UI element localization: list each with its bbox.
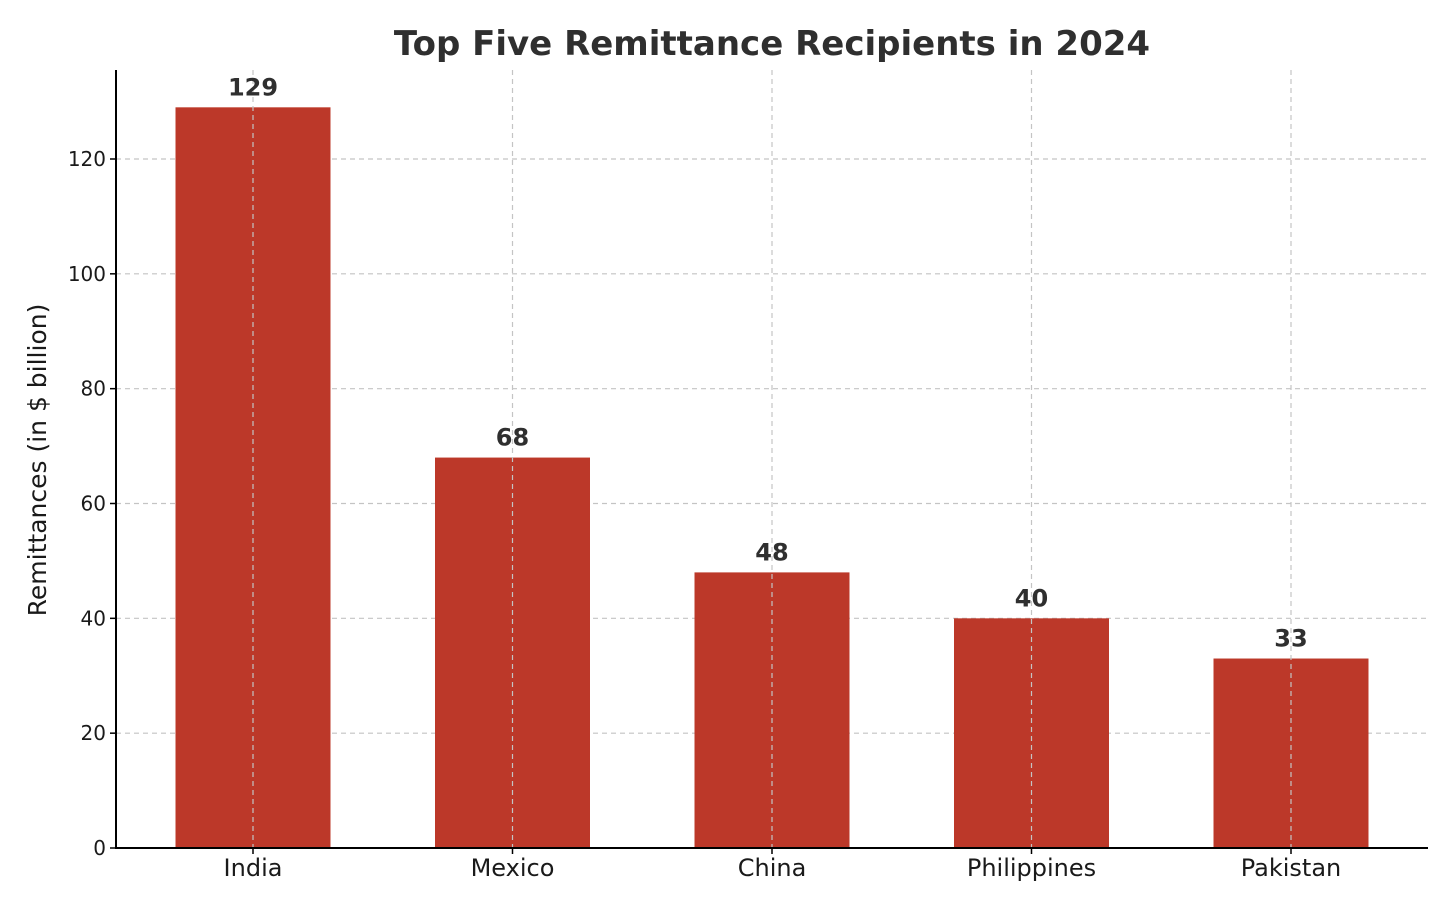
x-tick-label: China xyxy=(738,854,807,882)
x-tick-label: India xyxy=(224,854,283,882)
data-labels: 129 68 48 40 33 xyxy=(228,73,1308,652)
x-axis-ticks: India Mexico China Philippines Pakistan xyxy=(224,848,1342,882)
y-axis-ticks: 0 20 40 60 80 100 120 xyxy=(68,147,116,860)
y-tick-label: 60 xyxy=(81,491,106,515)
grid-lines xyxy=(116,158,1428,734)
bar-value-label: 129 xyxy=(228,73,278,101)
bar-value-label: 33 xyxy=(1274,625,1307,653)
bar-philippines xyxy=(954,618,1109,848)
chart-title: Top Five Remittance Recipients in 2024 xyxy=(394,24,1150,64)
y-tick-label: 40 xyxy=(81,606,106,630)
bar-value-label: 68 xyxy=(496,424,529,452)
y-tick-label: 120 xyxy=(68,147,106,171)
y-tick-label: 0 xyxy=(93,836,106,860)
vertical-grid-lines xyxy=(252,70,1292,848)
x-tick-label: Mexico xyxy=(471,854,555,882)
x-tick-label: Philippines xyxy=(967,854,1096,882)
y-tick-label: 100 xyxy=(68,262,106,286)
y-axis-label: Remittances (in $ billion) xyxy=(23,304,52,617)
bar-value-label: 40 xyxy=(1015,584,1048,612)
bar-mexico xyxy=(435,457,590,848)
bar-pakistan xyxy=(1213,658,1369,848)
x-tick-label: Pakistan xyxy=(1241,854,1342,882)
y-tick-label: 20 xyxy=(81,721,106,745)
bar-value-label: 48 xyxy=(755,538,788,566)
y-tick-label: 80 xyxy=(81,377,106,401)
